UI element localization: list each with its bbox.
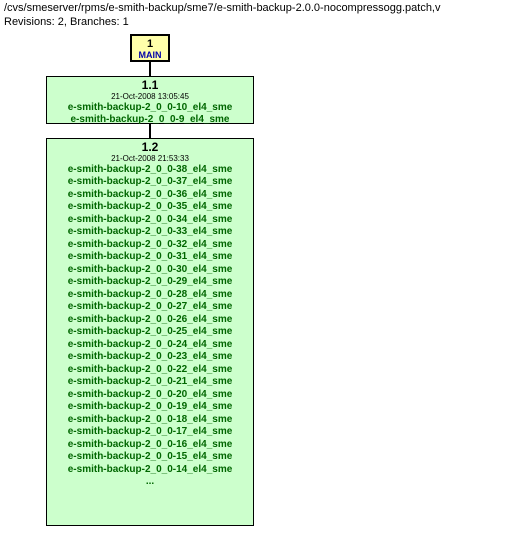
revision-tag[interactable]: e-smith-backup-2_0_0-36_el4_sme bbox=[53, 189, 247, 202]
revisions-summary: Revisions: 2, Branches: 1 bbox=[0, 16, 512, 34]
revision-tag[interactable]: e-smith-backup-2_0_0-21_el4_sme bbox=[53, 376, 247, 389]
revision-tag[interactable]: e-smith-backup-2_0_0-35_el4_sme bbox=[53, 201, 247, 214]
revision-title: 1.2 bbox=[53, 140, 247, 154]
revision-tag[interactable]: e-smith-backup-2_0_0-34_el4_sme bbox=[53, 214, 247, 227]
revision-tag[interactable]: e-smith-backup-2_0_0-38_el4_sme bbox=[53, 164, 247, 177]
revision-tag[interactable]: e-smith-backup-2_0_0-16_el4_sme bbox=[53, 439, 247, 452]
revision-graph: 1MAIN1.121-Oct-2008 13:05:45e-smith-back… bbox=[0, 34, 512, 544]
revision-tag[interactable]: e-smith-backup-2_0_0-25_el4_sme bbox=[53, 326, 247, 339]
revision-tag[interactable]: e-smith-backup-2_0_0-26_el4_sme bbox=[53, 314, 247, 327]
revision-tag[interactable]: e-smith-backup-2_0_0-32_el4_sme bbox=[53, 239, 247, 252]
revision-tag[interactable]: e-smith-backup-2_0_0-33_el4_sme bbox=[53, 226, 247, 239]
revision-tag[interactable]: e-smith-backup-2_0_0-15_el4_sme bbox=[53, 451, 247, 464]
revision-title: 1.1 bbox=[53, 78, 247, 92]
revision-tag[interactable]: e-smith-backup-2_0_0-20_el4_sme bbox=[53, 389, 247, 402]
revision-tag[interactable]: e-smith-backup-2_0_0-24_el4_sme bbox=[53, 339, 247, 352]
branch-node-number: 1 bbox=[138, 38, 162, 50]
revision-tag[interactable]: e-smith-backup-2_0_0-19_el4_sme bbox=[53, 401, 247, 414]
revision-tag[interactable]: e-smith-backup-2_0_0-17_el4_sme bbox=[53, 426, 247, 439]
file-path: /cvs/smeserver/rpms/e-smith-backup/sme7/… bbox=[0, 0, 512, 16]
revision-tag[interactable]: e-smith-backup-2_0_0-18_el4_sme bbox=[53, 414, 247, 427]
revision-date: 21-Oct-2008 21:53:33 bbox=[53, 154, 247, 164]
revision-tag[interactable]: e-smith-backup-2_0_0-29_el4_sme bbox=[53, 276, 247, 289]
revision-tag[interactable]: e-smith-backup-2_0_0-9_el4_sme bbox=[53, 114, 247, 127]
branch-node-label: MAIN bbox=[138, 50, 162, 60]
revision-tag[interactable]: e-smith-backup-2_0_0-23_el4_sme bbox=[53, 351, 247, 364]
revision-tag[interactable]: e-smith-backup-2_0_0-31_el4_sme bbox=[53, 251, 247, 264]
revision-node[interactable]: 1.121-Oct-2008 13:05:45e-smith-backup-2_… bbox=[46, 76, 254, 124]
revision-tag[interactable]: e-smith-backup-2_0_0-27_el4_sme bbox=[53, 301, 247, 314]
revision-tag[interactable]: e-smith-backup-2_0_0-14_el4_sme bbox=[53, 464, 247, 477]
revision-tag[interactable]: e-smith-backup-2_0_0-28_el4_sme bbox=[53, 289, 247, 302]
graph-edge bbox=[149, 62, 151, 76]
revision-tag[interactable]: e-smith-backup-2_0_0-30_el4_sme bbox=[53, 264, 247, 277]
revision-tag[interactable]: e-smith-backup-2_0_0-22_el4_sme bbox=[53, 364, 247, 377]
revision-tag[interactable]: e-smith-backup-2_0_0-10_el4_sme bbox=[53, 102, 247, 115]
revision-node[interactable]: 1.221-Oct-2008 21:53:33e-smith-backup-2_… bbox=[46, 138, 254, 526]
ellipsis-indicator: ... bbox=[53, 476, 247, 487]
revision-tag[interactable]: e-smith-backup-2_0_0-37_el4_sme bbox=[53, 176, 247, 189]
revision-date: 21-Oct-2008 13:05:45 bbox=[53, 92, 247, 102]
branch-node-main[interactable]: 1MAIN bbox=[130, 34, 170, 62]
